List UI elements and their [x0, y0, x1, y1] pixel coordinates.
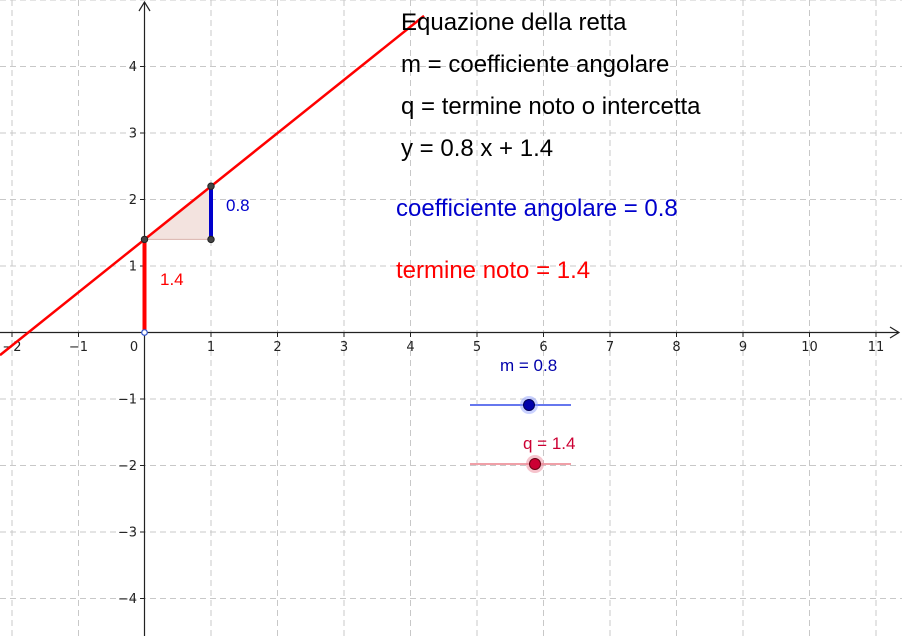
y-tick-label: 1 [129, 260, 137, 275]
y-tick-labels: 4 3 2 1 −1 −2 −3 −4 [118, 60, 137, 607]
x-tick-label: 2 [273, 340, 281, 355]
point-intercept [140, 235, 149, 244]
x-tick-label: 0 [130, 340, 138, 355]
x-tick-label: 3 [340, 340, 348, 355]
x-tick-label: 4 [406, 340, 414, 355]
x-tick-label: 8 [672, 340, 680, 355]
axis-ticks [11, 66, 877, 599]
x-tick-label: 5 [473, 340, 481, 355]
points[interactable] [140, 182, 215, 244]
origin-point[interactable] [141, 329, 148, 336]
x-tick-label: 7 [606, 340, 614, 355]
y-axis-arrow [138, 0, 151, 12]
point-run-end [207, 235, 215, 244]
rise-label: 0.8 [226, 196, 250, 215]
y-tick-label: −1 [118, 393, 137, 408]
slider-q-handle[interactable] [529, 458, 541, 470]
x-tick-label: 11 [868, 340, 885, 355]
x-axis-arrow [889, 326, 901, 339]
y-tick-label: −3 [118, 526, 137, 541]
x-tick-label: 6 [539, 340, 547, 355]
x-tick-label: 10 [801, 340, 818, 355]
q-definition-text: q = termine noto o intercetta [401, 93, 701, 120]
m-definition-text: m = coefficiente angolare [401, 51, 669, 78]
x-tick-labels: −2 −1 0 1 2 3 4 5 6 7 8 9 10 11 [2, 340, 884, 355]
x-tick-label: 9 [739, 340, 747, 355]
info-text: Equazione della retta m = coefficiente a… [401, 9, 701, 162]
title-text: Equazione della retta [401, 9, 627, 36]
x-tick-label: −1 [69, 340, 88, 355]
slider-m-label: m = 0.8 [500, 356, 557, 375]
slope-value-text: coefficiente angolare = 0.8 [396, 195, 678, 222]
y-tick-label: 4 [129, 60, 137, 75]
slider-m[interactable]: m = 0.8 [470, 356, 571, 414]
y-tick-label: 3 [129, 127, 137, 142]
slider-q-label: q = 1.4 [523, 434, 575, 453]
slider-m-handle[interactable] [523, 399, 535, 411]
intercept-value-text: termine noto = 1.4 [396, 257, 590, 284]
x-tick-label: 1 [207, 340, 215, 355]
point-rise-end [207, 182, 215, 190]
y-tick-label: 2 [129, 193, 137, 208]
slider-q[interactable]: q = 1.4 [470, 434, 575, 473]
y-tick-label: −2 [118, 459, 137, 474]
x-tick-label: −2 [2, 340, 21, 355]
equation-text: y = 0.8 x + 1.4 [401, 135, 553, 162]
intercept-label: 1.4 [160, 270, 184, 289]
y-tick-label: −4 [118, 592, 137, 607]
